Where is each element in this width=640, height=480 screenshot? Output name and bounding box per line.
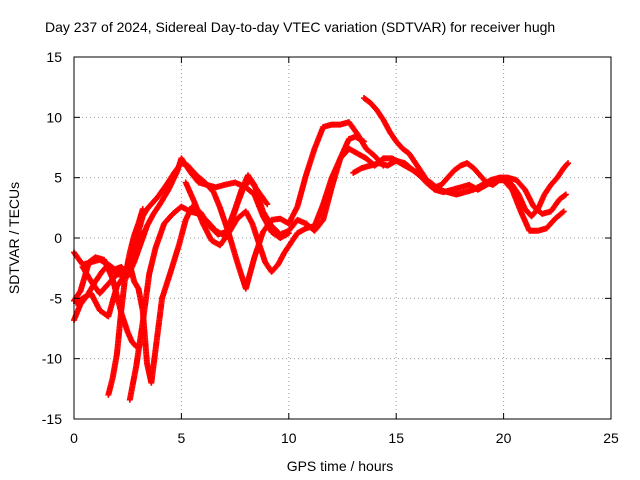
- data-point: [264, 201, 271, 208]
- series-track-6: [105, 206, 146, 398]
- y-tick-label: 15: [46, 49, 62, 65]
- data-point-interp: [559, 209, 566, 216]
- data-point: [139, 206, 146, 213]
- data-point: [562, 191, 569, 198]
- data-point-interp: [561, 192, 568, 199]
- data-point-interp: [564, 161, 571, 168]
- x-tick-label: 20: [496, 430, 512, 446]
- series-track-5: [71, 254, 140, 350]
- data-point: [565, 160, 572, 167]
- y-tick-label: -5: [50, 290, 63, 306]
- data-point: [560, 208, 567, 215]
- axis-ticks: 0 5 10 15 20 25 -15 -10 -5 0 5 10 15: [42, 49, 619, 446]
- series-track-7: [126, 177, 271, 403]
- y-axis-label: SDTVAR / TECUs: [6, 182, 22, 294]
- x-tick-label: 0: [70, 430, 78, 446]
- x-axis-label: GPS time / hours: [287, 458, 394, 474]
- x-tick-label: 5: [178, 430, 186, 446]
- grid-lines: [74, 57, 611, 419]
- y-tick-label: 10: [46, 109, 62, 125]
- x-tick-label: 25: [603, 430, 619, 446]
- y-tick-label: -15: [42, 411, 62, 427]
- y-tick-label: 0: [54, 230, 62, 246]
- x-tick-label: 15: [388, 430, 404, 446]
- data-points: [71, 95, 572, 403]
- y-tick-label: -10: [42, 351, 62, 367]
- chart-title: Day 237 of 2024, Sidereal Day-to-day VTE…: [45, 19, 555, 35]
- y-tick-label: 5: [54, 170, 62, 186]
- series-track-10: [360, 95, 572, 220]
- x-tick-label: 10: [281, 430, 297, 446]
- data-point: [141, 227, 148, 234]
